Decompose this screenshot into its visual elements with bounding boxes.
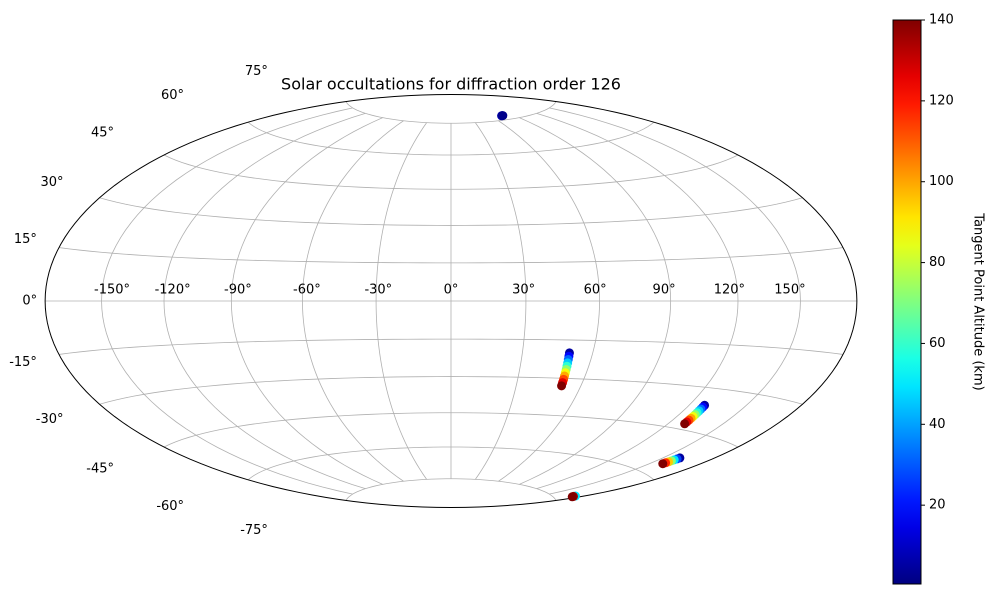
grid-line xyxy=(99,376,803,405)
grid-line xyxy=(163,154,739,190)
y-tick-label: 45° xyxy=(91,126,114,141)
x-tick-label: 30° xyxy=(512,283,535,298)
x-tick-label: 150° xyxy=(774,283,805,298)
x-tick-label: -120° xyxy=(155,283,191,298)
colorbar-tick-label: 100 xyxy=(929,174,954,189)
colorbar-tick-label: 60 xyxy=(929,336,946,351)
x-tick-label: -90° xyxy=(224,283,252,298)
grid-line xyxy=(247,446,655,481)
point xyxy=(658,459,668,469)
colorbar-tick-label: 80 xyxy=(929,255,946,270)
y-tick-label: 30° xyxy=(40,175,63,190)
y-tick-label: -60° xyxy=(156,499,184,514)
grid-line xyxy=(345,101,557,124)
y-tick-label: 75° xyxy=(245,64,268,79)
colorbar-tick-label: 40 xyxy=(929,417,946,432)
grid-line xyxy=(247,121,655,156)
y-tick-label: -45° xyxy=(86,461,114,476)
y-tick-label: -30° xyxy=(36,412,64,427)
x-tick-label: 120° xyxy=(714,283,745,298)
point xyxy=(557,381,567,391)
y-tick-label: 60° xyxy=(161,88,184,103)
colorbar xyxy=(892,19,922,585)
colorbar-tick-label: 140 xyxy=(929,13,954,28)
grid xyxy=(44,94,858,508)
y-tick-label: -75° xyxy=(240,523,268,538)
x-tick-label: 0° xyxy=(444,283,459,298)
colorbar-tick-label: 20 xyxy=(929,498,946,513)
colorbar-label: Tangent Point Altitude (km) xyxy=(971,212,986,390)
y-tick-label: 15° xyxy=(14,232,37,247)
x-tick-label: 90° xyxy=(653,283,676,298)
x-tick-label: -60° xyxy=(293,283,321,298)
grid-line xyxy=(163,412,739,448)
chart-title: Solar occultations for diffraction order… xyxy=(281,75,621,94)
x-tick-label: -150° xyxy=(94,283,130,298)
grid-line xyxy=(99,197,803,226)
map-outline xyxy=(44,94,858,508)
grid-line xyxy=(345,478,557,501)
point xyxy=(567,492,577,502)
y-tick-label: 0° xyxy=(22,294,37,309)
grid-line xyxy=(58,247,844,264)
y-tick-label: -15° xyxy=(9,355,37,370)
colorbar-tick-label: 120 xyxy=(929,93,954,108)
x-tick-label: -30° xyxy=(364,283,392,298)
x-tick-label: 60° xyxy=(584,283,607,298)
point xyxy=(680,419,690,429)
point xyxy=(498,111,508,121)
grid-line xyxy=(58,338,844,355)
